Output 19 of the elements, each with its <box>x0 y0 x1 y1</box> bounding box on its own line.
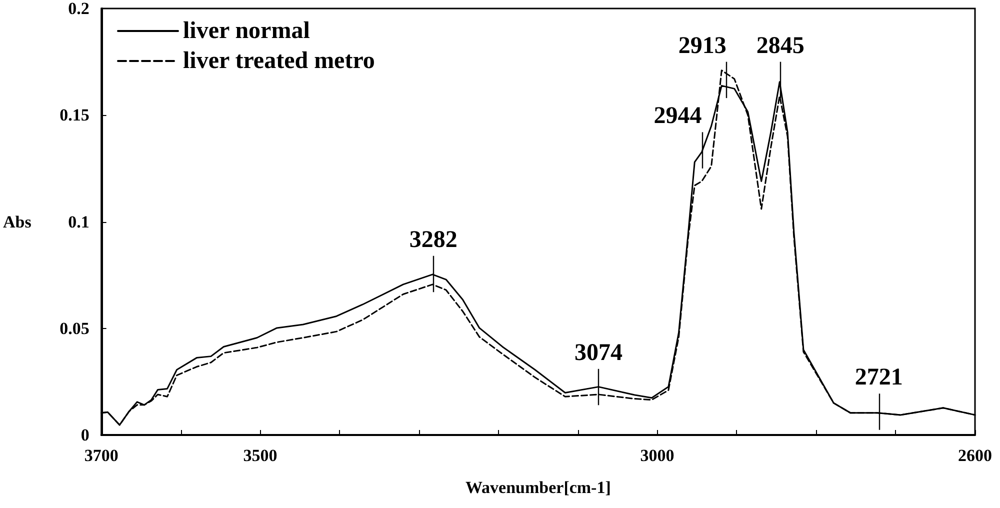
y-tick-label: 0.1 <box>68 212 90 232</box>
x-tick-label: 3000 <box>640 446 674 465</box>
x-axis-title: Wavenumber[cm-1] <box>465 478 611 497</box>
legend-label: liver normal <box>183 18 310 44</box>
annotation: 2913 <box>678 32 726 59</box>
y-tick-label: 0 <box>80 426 90 444</box>
y-tick-label: 0.05 <box>60 318 90 338</box>
y-tick-label: 0.15 <box>60 106 90 125</box>
annotation: 2845 <box>756 32 804 59</box>
x-tick-label: 3700 <box>84 446 118 465</box>
x-tick-label: 3500 <box>243 446 278 465</box>
x-tick-label: 2600 <box>958 446 992 465</box>
annotation: 3074 <box>574 340 623 366</box>
legend-label: liver treated metro <box>183 48 375 74</box>
annotation: 3282 <box>409 226 458 253</box>
annotation: 2721 <box>854 364 903 391</box>
y-tick-label: 0.2 <box>68 0 90 18</box>
y-axis-title: Abs <box>2 212 32 232</box>
annotation: 2944 <box>654 103 702 130</box>
